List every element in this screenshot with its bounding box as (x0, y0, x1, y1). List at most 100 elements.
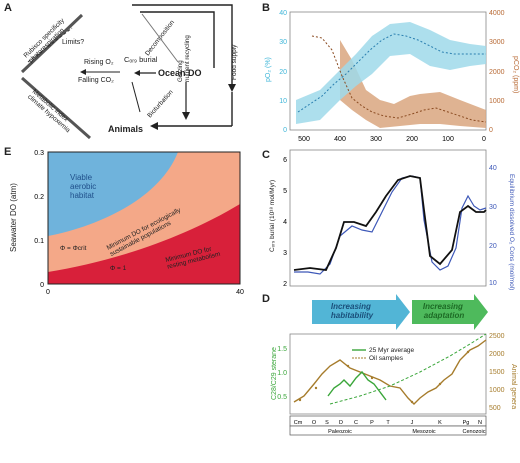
panel-a-letter: A (4, 2, 12, 14)
adaptation-arrow (412, 294, 488, 330)
panel-b-xtick: 400 (334, 136, 346, 143)
panel-c-ytick-right: 30 (489, 204, 497, 211)
period-labels: Cm O S D C P T J K Pg N (294, 420, 482, 426)
panel-d-ytick-right: 2500 (489, 333, 505, 340)
panel-d-ytick-right: 2000 (489, 351, 505, 358)
panel-d: D Increasing habitability Increasing ada… (262, 293, 517, 436)
phi-crit-label: Φ = Φcrit (60, 245, 87, 252)
panel-b-ytick-left: 10 (279, 98, 287, 105)
oil-sample-point (298, 398, 302, 402)
panel-b-yticks-left: 40 30 20 10 0 (279, 10, 287, 134)
panel-c: C Cₒᵣ₉ burial (10¹⁸ mol/Myr) Equilibrium… (262, 149, 515, 290)
period-label: P (370, 420, 374, 426)
food-supply-label: Food supply (231, 44, 238, 80)
oil-sample-point (370, 376, 374, 380)
rising-o2-label: Rising O₂ (84, 59, 114, 66)
panel-d-ylabel-right: Animal genera (510, 364, 517, 409)
panel-b-ytick-left: 20 (279, 69, 287, 76)
panel-d-ytick-right: 500 (489, 405, 501, 412)
o2-arrowhead (80, 69, 86, 75)
period-label: T (386, 420, 390, 426)
panel-b-ytick-right: 4000 (489, 10, 505, 17)
phi-one-label: Φ = 1 (110, 265, 127, 272)
period-label: J (411, 420, 414, 426)
panel-e-xtick: 40 (236, 289, 244, 296)
period-label: Cm (294, 420, 303, 426)
panel-b-xtick: 500 (298, 136, 310, 143)
panel-e: E Viable aerobic habitat Minimum DO for … (4, 146, 244, 296)
panel-c-ytick-left: 4 (283, 219, 287, 226)
panel-b-xtick: 300 (370, 136, 382, 143)
period-label: N (478, 420, 482, 426)
era-strip (289, 425, 487, 436)
sterane-line (327, 370, 387, 401)
food-supply-arrowhead (228, 84, 236, 92)
panel-b-xticks: 500 400 300 200 100 0 (298, 136, 486, 143)
panel-b-letter: B (262, 2, 270, 14)
panel-b-ytick-right: 2000 (489, 69, 505, 76)
c-org-burial-label: Cₒᵣ₉ burial (124, 55, 158, 64)
panel-b-ytick-right: 3000 (489, 39, 505, 46)
panel-b-ytick-right: 1000 (489, 98, 505, 105)
o2-band (296, 22, 486, 124)
panel-b-xtick: 0 (482, 136, 486, 143)
genera-line (293, 339, 487, 405)
oil-sample-point (410, 400, 414, 404)
era-label: Paleozoic (328, 429, 352, 435)
panel-d-ylabel-left: C28/C29 sterane (271, 347, 278, 400)
period-label: K (438, 420, 442, 426)
panel-d-letter: D (262, 293, 270, 305)
panel-e-ytick: 0.1 (34, 238, 44, 245)
ocean-do-arrowhead (134, 70, 140, 76)
period-label: S (325, 420, 329, 426)
panel-a: A Rubisco specificity photorespiration M… (4, 2, 238, 140)
bioturbation-label: Bioturbation (146, 89, 175, 120)
legend-oil-label: Oil samples (369, 355, 404, 362)
legend-average-label: 25 Myr average (369, 347, 415, 354)
feedback-arrowhead (150, 122, 158, 130)
panel-c-yticks-right: 40 30 20 10 (489, 165, 497, 287)
panel-e-ytick: 0 (40, 282, 44, 289)
zone-blue (48, 152, 178, 236)
panel-b-ytick-left: 40 (279, 10, 287, 17)
panel-c-ytick-left: 5 (283, 188, 287, 195)
panel-c-ytick-right: 10 (489, 280, 497, 287)
panel-b: B pO₂ (%) pCO₂ (ppm) 40 30 20 10 0 4000 … (262, 2, 519, 143)
era-labels: Paleozoic Mesozoic Cenozoic (328, 429, 486, 435)
oil-samples (298, 350, 470, 404)
decomposition-line (141, 13, 179, 63)
oil-sample-point (314, 386, 318, 390)
bioturbation-line (131, 81, 141, 113)
era-label: Cenozoic (463, 429, 486, 435)
panel-e-frame (47, 151, 241, 285)
sterane-trend (329, 333, 487, 405)
falling-co2-label: Falling CO₂ (78, 77, 114, 84)
panel-e-ytick: 0.3 (34, 150, 44, 157)
panel-b-ylabel-left: pO₂ (%) (265, 57, 272, 82)
grazing-label: Grazing nutrient recycling (177, 35, 191, 82)
panel-c-frame (289, 149, 487, 287)
period-label: Pg (463, 420, 470, 426)
panel-d-ytick-right: 1500 (489, 369, 505, 376)
panel-d-yticks-right: 2500 2000 1500 1000 500 (489, 333, 505, 412)
panel-b-ytick-left: 0 (283, 127, 287, 134)
panel-c-ylabel-right: Equilibrium dissolved O₂ Cons (mol/mol) (508, 174, 515, 290)
adaptation-label: Increasing adaptation (423, 302, 465, 320)
panel-b-xtick: 200 (406, 136, 418, 143)
period-label: C (354, 420, 358, 426)
panel-e-yticks: 0.3 0.2 0.1 0 (34, 150, 44, 289)
viable-label: Viable aerobic habitat (70, 173, 98, 200)
panel-e-xtick: 0 (46, 289, 50, 296)
co2-band (340, 40, 486, 128)
food-supply-path (132, 4, 233, 88)
panel-d-frame (289, 333, 487, 415)
habitability-label: Increasing habitability (331, 302, 374, 320)
burial-line (293, 175, 487, 271)
oil-sample-point (466, 350, 470, 354)
panel-d-ytick-left: 0.5 (277, 394, 287, 401)
panel-c-ytick-right: 40 (489, 165, 497, 172)
panel-d-ytick-right: 1000 (489, 387, 505, 394)
panel-e-ylabel: Seawater DO (atm) (9, 183, 18, 252)
habitability-arrow (312, 294, 410, 330)
period-label: O (312, 420, 317, 426)
